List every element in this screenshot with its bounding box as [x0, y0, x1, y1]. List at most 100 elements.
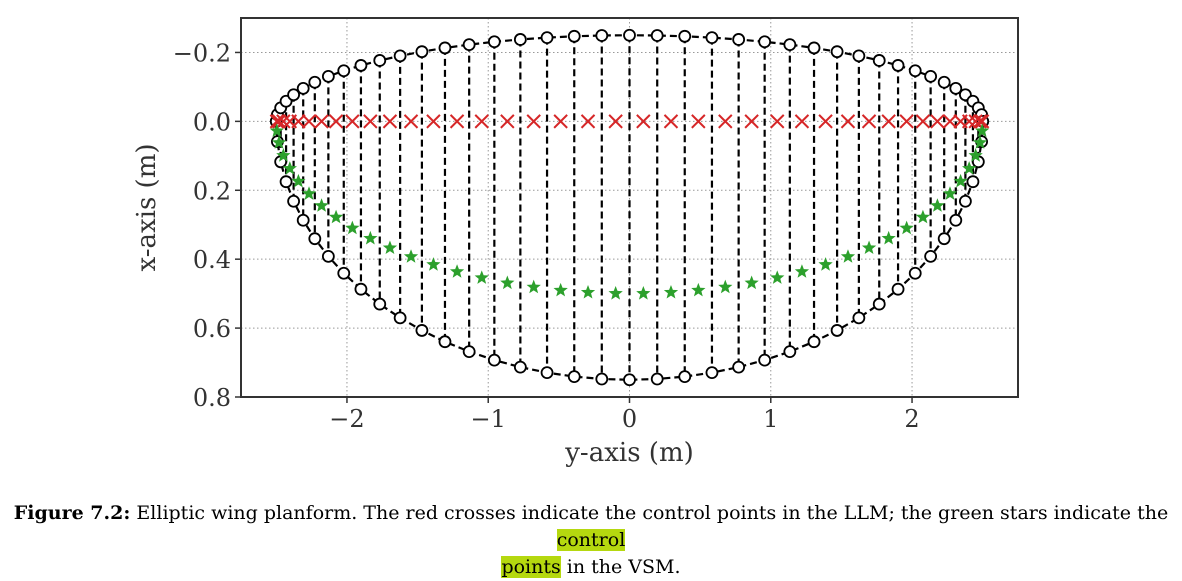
caption-text-end: in the VSM.: [566, 556, 681, 578]
green-star-marker: [915, 209, 931, 224]
trailing-edge-marker: [415, 324, 429, 337]
green-star-marker: [840, 249, 856, 263]
red-cross-marker: [818, 114, 833, 129]
red-cross-marker: [861, 114, 877, 129]
green-star-marker: [962, 161, 977, 175]
red-cross-marker: [915, 114, 931, 129]
green-star-marker: [953, 173, 968, 188]
green-star-marker: [861, 240, 877, 255]
red-cross-marker: [972, 114, 988, 129]
red-cross-marker: [271, 114, 287, 129]
trailing-edge-marker: [462, 345, 476, 359]
red-cross-marker: [718, 114, 733, 129]
trailing-edge-marker: [783, 345, 797, 359]
y-axis-label: x-axis (m): [132, 143, 162, 271]
green-star-marker: [608, 286, 623, 300]
trailing-edge-marker: [758, 353, 772, 367]
leading-edge-marker: [852, 49, 866, 63]
green-star-marker: [282, 161, 297, 175]
caption-highlight: control: [556, 529, 626, 551]
trailing-edge-marker: [732, 360, 746, 374]
y-tick-label: 0.2: [193, 177, 231, 205]
trailing-edge-marker: [296, 213, 310, 227]
green-star-marker: [818, 257, 833, 271]
x-tick-label: 0: [622, 405, 637, 433]
trailing-edge-marker: [321, 249, 335, 263]
wing-planform-chart: −2 −1 0 1 2 −0.2 0.0 0.2 0.4 0.6 0.8 y-axis (m) x…: [132, 17, 1019, 468]
green-star-marker: [345, 220, 360, 235]
trailing-edge-marker: [852, 311, 866, 325]
red-cross-marker: [968, 114, 983, 129]
green-star-marker: [271, 135, 287, 149]
y-ticks: −0.2 0.0 0.2 0.4 0.6 0.8: [173, 39, 241, 412]
red-cross-marker: [526, 114, 541, 129]
red-cross-marker: [314, 114, 329, 129]
green-star-marker: [663, 284, 679, 299]
trailing-edge-marker: [872, 297, 886, 311]
red-cross-marker: [794, 114, 810, 129]
trailing-edge-marker: [924, 249, 938, 263]
green-star-marker: [972, 135, 988, 149]
green-star-markers: [269, 123, 990, 300]
leading-edge-marker: [807, 41, 821, 55]
green-star-marker: [942, 186, 958, 200]
x-tick-label: 2: [904, 405, 919, 433]
red-cross-marker: [345, 114, 360, 129]
red-cross-marker: [301, 114, 317, 129]
trailing-edge-marker: [705, 366, 719, 380]
leading-edge-marker: [924, 69, 938, 83]
green-star-marker: [744, 275, 759, 290]
red-cross-marker: [403, 114, 419, 129]
red-cross-marker: [580, 114, 596, 129]
trailing-edge-marker: [678, 370, 692, 383]
leading-edge-marker: [487, 35, 501, 49]
leading-edge-marker: [321, 69, 335, 83]
x-tick-label: −1: [471, 405, 506, 433]
green-star-marker: [636, 286, 651, 300]
trailing-edge-marker: [354, 282, 368, 296]
trailing-edge-marker: [513, 360, 527, 374]
green-star-marker: [899, 220, 914, 235]
green-star-marker: [526, 279, 541, 294]
trailing-edge-marker: [650, 372, 664, 386]
leading-edge-marker: [462, 38, 476, 52]
green-star-marker: [314, 198, 329, 212]
green-star-marker: [975, 123, 990, 137]
leading-edge-marker: [296, 82, 310, 95]
trailing-edge-marker: [807, 335, 821, 349]
leading-edge-marker: [438, 41, 452, 55]
trailing-edge-marker: [287, 194, 301, 208]
panel-lines: [276, 35, 983, 380]
caption-text: Elliptic wing planform. The red crosses …: [136, 502, 1169, 524]
trailing-edge-marker: [830, 324, 844, 337]
leading-edge-marker: [373, 54, 387, 67]
green-star-marker: [770, 270, 785, 284]
green-star-marker: [276, 148, 291, 162]
trailing-edge-marker: [337, 266, 351, 280]
red-cross-marker: [269, 114, 285, 129]
leading-edge-marker: [540, 31, 554, 45]
leading-edge-marker: [830, 45, 844, 59]
leading-edge-marker: [308, 75, 322, 89]
y-tick-label: −0.2: [173, 39, 231, 67]
red-cross-marker: [663, 114, 679, 129]
leading-edge-marker: [650, 29, 664, 42]
green-star-marker: [500, 275, 515, 290]
y-tick-label: 0.0: [193, 108, 231, 136]
trailing-edge-marker: [393, 311, 407, 325]
red-cross-marker: [328, 114, 344, 129]
leading-edge-marker: [287, 88, 301, 102]
leading-edge-marker: [732, 33, 746, 46]
green-star-marker: [403, 249, 419, 263]
red-cross-marker: [961, 114, 977, 129]
trailing-edge-marker: [958, 194, 972, 208]
leading-edge-marker: [705, 31, 719, 45]
red-cross-marker: [449, 114, 465, 129]
trailing-edge-marker: [540, 366, 554, 380]
red-cross-marker: [291, 114, 306, 129]
red-cross-marker: [553, 114, 568, 129]
red-cross-marker: [608, 114, 623, 129]
red-cross-marker: [363, 114, 378, 129]
trailing-edge-marker: [937, 232, 951, 246]
trailing-edge-marker: [373, 297, 387, 311]
